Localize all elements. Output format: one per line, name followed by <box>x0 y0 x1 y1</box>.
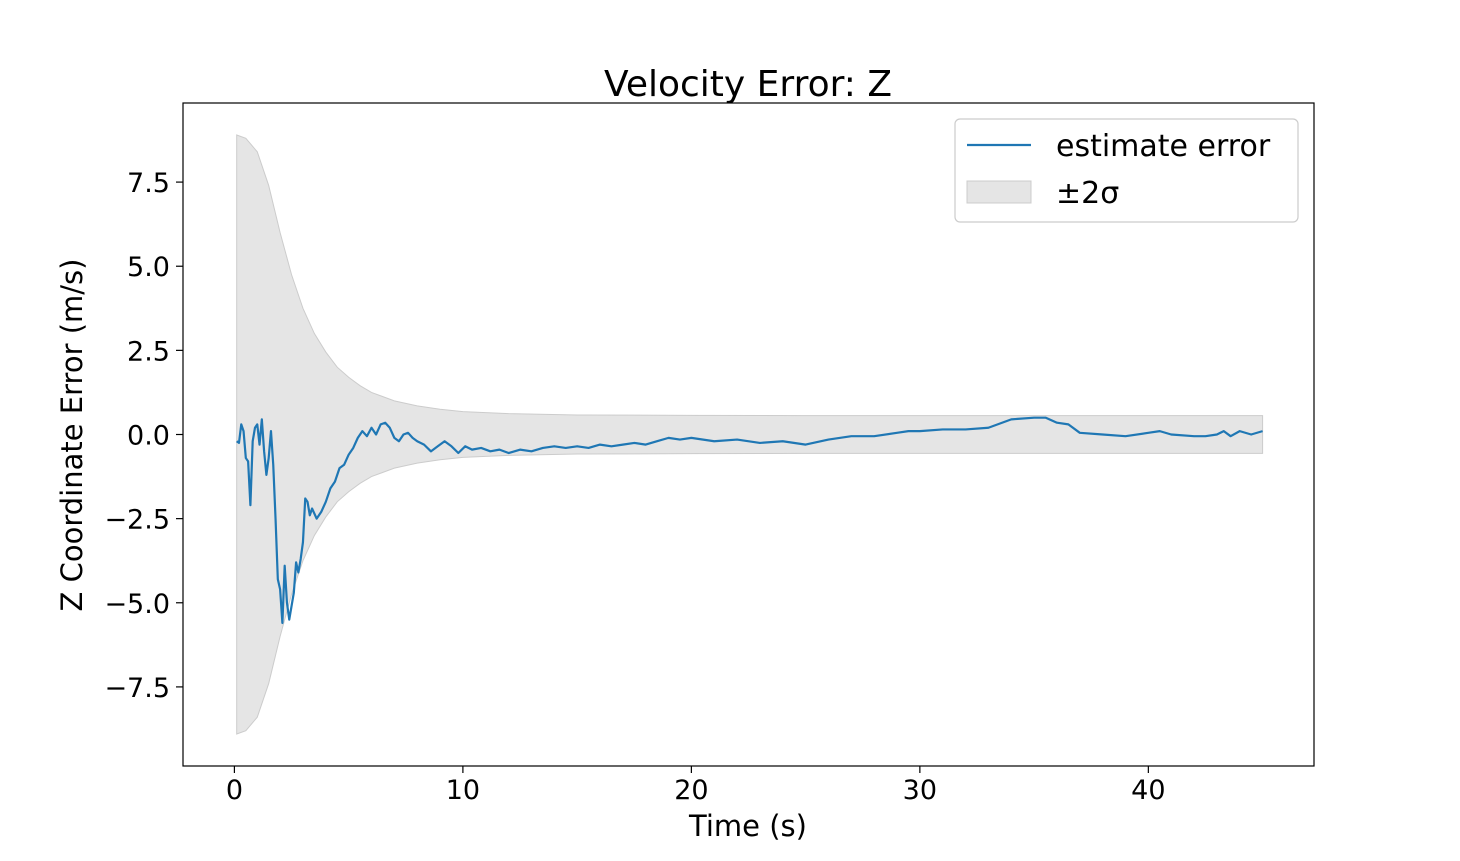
legend: estimate error ±2σ <box>954 118 1299 223</box>
legend-band-swatch <box>966 180 1032 204</box>
x-tick-label: 30 <box>903 775 937 806</box>
y-tick-label: 2.5 <box>127 336 170 367</box>
x-tick-label: 40 <box>1131 775 1165 806</box>
y-tick-label: −2.5 <box>104 505 170 536</box>
legend-label-estimate-error: estimate error <box>1056 129 1271 164</box>
estimate-error-line <box>236 416 1263 625</box>
legend-frame <box>954 118 1299 223</box>
sigma-band <box>236 134 1264 735</box>
y-tick-label: −7.5 <box>104 673 170 704</box>
y-tick-label: −5.0 <box>104 589 170 620</box>
chart-title: Velocity Error: Z <box>604 64 892 105</box>
y-axis: −7.5 −5.0 −2.5 0.0 2.5 5.0 7.5 <box>104 168 183 704</box>
y-axis-label: Z Coordinate Error (m/s) <box>55 259 89 612</box>
x-axis: 0 10 20 30 40 <box>226 766 1166 806</box>
x-axis-label: Time (s) <box>688 809 807 843</box>
y-tick-label: 7.5 <box>127 168 170 199</box>
x-tick-label: 20 <box>674 775 708 806</box>
y-tick-label: 0.0 <box>127 421 170 452</box>
x-tick-label: 10 <box>446 775 480 806</box>
y-tick-label: 5.0 <box>127 252 170 283</box>
legend-label-sigma-band: ±2σ <box>1056 176 1119 211</box>
x-tick-label: 0 <box>226 775 243 806</box>
